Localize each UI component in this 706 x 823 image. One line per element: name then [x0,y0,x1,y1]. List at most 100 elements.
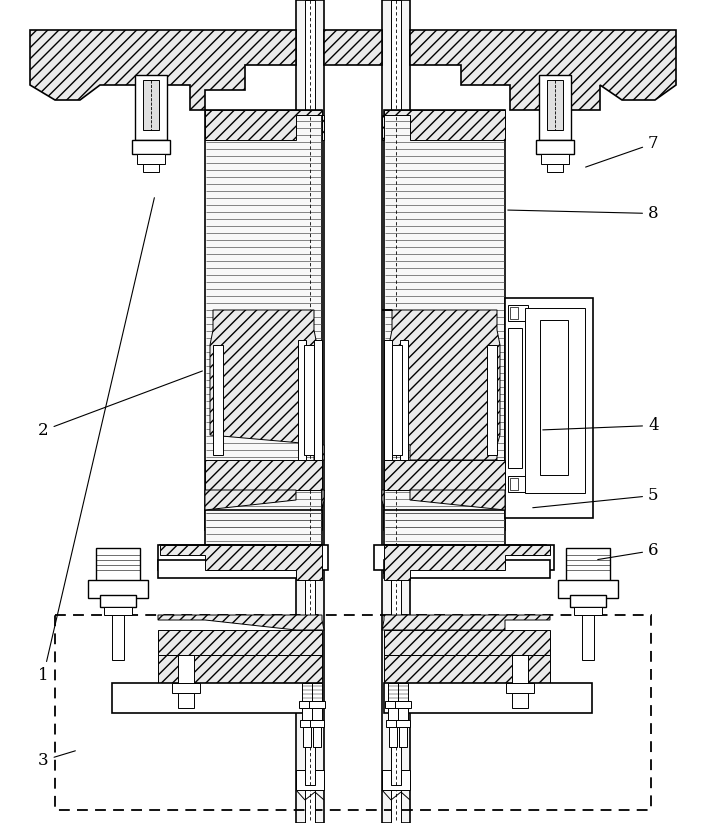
Bar [398,683,408,701]
Bar [324,30,382,65]
Bar [508,305,528,321]
Bar [539,75,571,140]
Bar [399,727,407,747]
Polygon shape [158,615,324,630]
Bar [487,345,497,455]
Bar [158,545,328,570]
Polygon shape [210,310,324,460]
Bar [388,683,398,701]
Bar [570,595,606,607]
Bar [302,683,312,701]
Bar [558,580,618,598]
Bar [299,701,315,708]
Bar [540,320,568,475]
Bar [541,154,569,164]
Bar [536,140,574,154]
Bar [382,0,410,823]
Bar [143,164,159,172]
Text: 4: 4 [543,417,659,434]
Bar [55,615,651,810]
Bar [160,545,322,573]
Bar [143,80,159,130]
Bar [310,720,324,727]
Text: 1: 1 [38,198,155,684]
Bar [384,630,550,655]
Bar [508,328,522,468]
Text: 2: 2 [38,371,203,439]
Text: 7: 7 [585,135,659,167]
Polygon shape [322,490,324,510]
Bar [512,655,528,683]
Bar [302,708,312,720]
Bar [305,0,315,823]
Bar [313,727,321,747]
Polygon shape [382,110,505,140]
Bar [506,683,534,693]
Text: 6: 6 [598,542,659,560]
Bar [132,140,170,154]
Bar [384,340,392,460]
Bar [385,701,401,708]
Bar [374,545,554,570]
Bar [296,0,324,823]
Bar [392,345,402,455]
Bar [582,615,594,660]
Bar [178,655,194,683]
Bar [213,345,223,455]
Bar [309,701,325,708]
Bar [398,708,408,720]
Bar [298,340,306,460]
Bar [391,0,401,823]
Text: 3: 3 [38,751,76,769]
Polygon shape [384,545,550,580]
Bar [158,560,322,578]
Polygon shape [382,615,550,630]
Bar [205,110,322,530]
Bar [312,708,322,720]
Bar [304,345,314,455]
Bar [384,683,592,713]
Polygon shape [30,30,296,110]
Bar [112,615,124,660]
Bar [389,727,397,747]
Bar [158,655,322,683]
Bar [112,683,322,713]
Bar [512,693,528,708]
Bar [303,727,311,747]
Polygon shape [205,460,324,490]
Bar [384,545,546,573]
Bar [137,154,165,164]
Polygon shape [382,460,505,490]
Bar [547,80,563,130]
Polygon shape [296,770,324,790]
Bar [400,340,408,460]
Bar [547,164,563,172]
Bar [386,720,400,727]
Bar [312,683,322,701]
Bar [104,607,132,615]
Bar [396,720,410,727]
Bar [395,701,411,708]
Bar [574,607,602,615]
Polygon shape [205,110,324,140]
Polygon shape [382,310,500,460]
Bar [314,340,322,460]
Bar [525,308,585,493]
Bar [566,548,610,582]
Bar [158,630,322,655]
Bar [300,720,314,727]
Bar [384,545,467,573]
Bar [384,560,550,578]
Bar [135,75,167,140]
Polygon shape [205,490,296,510]
Bar [205,510,322,545]
Bar [384,110,505,530]
Bar [172,683,200,693]
Bar [388,708,398,720]
Bar [178,693,194,708]
Bar [505,298,593,518]
Bar [384,510,505,545]
Bar [100,595,136,607]
Bar [510,478,518,490]
Bar [96,548,140,582]
